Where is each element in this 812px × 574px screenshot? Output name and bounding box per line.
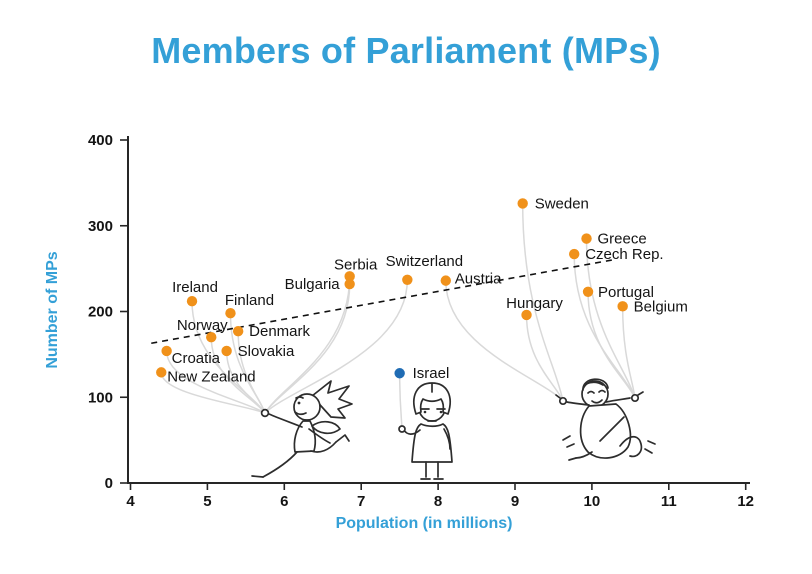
data-point-slovakia: [221, 345, 232, 357]
jumping-child-illustration: [555, 378, 656, 461]
data-point-greece: [581, 233, 592, 244]
data-point-switzerland: [402, 274, 413, 285]
balloon-string-greece: [585, 238, 636, 399]
data-point-serbia: [344, 271, 355, 282]
balloon-string-denmark: [237, 331, 266, 414]
jumper-hair: [582, 378, 609, 391]
runner-front-arm: [268, 413, 303, 428]
data-point-new-zealand: [156, 367, 167, 378]
country-label-hungary: Hungary: [506, 295, 563, 312]
jumper-right-hand: [630, 393, 640, 403]
data-point-croatia: [161, 345, 172, 357]
runner-front-leg: [262, 451, 298, 478]
data-point-denmark: [232, 326, 244, 337]
x-tick-label: 6: [280, 493, 288, 510]
balloon-string-switzerland: [264, 279, 409, 414]
data-points-layer: [156, 198, 628, 379]
y-tick-label: 300: [88, 218, 113, 235]
country-label-czech-rep: Czech Rep.: [585, 246, 663, 263]
y-tick-label: 200: [88, 304, 113, 321]
x-tick-label: 12: [737, 493, 754, 510]
data-point-norway: [206, 332, 217, 343]
jumper-right-arm: [605, 397, 631, 403]
running-child-illustration: [251, 380, 353, 478]
country-label-belgium: Belgium: [634, 298, 688, 315]
country-label-norway: Norway: [177, 317, 228, 334]
country-label-new-zealand: New Zealand: [167, 368, 255, 385]
data-point-portugal: [582, 286, 594, 297]
country-label-croatia: Croatia: [172, 350, 221, 367]
runner-back-leg: [310, 441, 337, 453]
x-tick-label: 9: [511, 493, 519, 510]
jumper-tucked-leg: [575, 451, 593, 459]
y-tick-label: 100: [88, 389, 113, 406]
balloon-string-israel: [398, 373, 403, 430]
x-tick-label: 8: [434, 493, 442, 510]
y-axis-title: Number of MPs: [44, 251, 61, 368]
x-tick-label: 7: [357, 493, 365, 510]
girl-dress: [411, 423, 453, 463]
country-label-ireland: Ireland: [172, 279, 218, 296]
axes-layer: 4 5 6 7 8 9 10 11 12 0 100 200 300 400: [88, 132, 754, 510]
balloon-string-croatia: [165, 350, 266, 414]
balloon-string-belgium: [621, 306, 636, 399]
country-label-portugal: Portugal: [598, 284, 654, 301]
data-point-sweden: [517, 198, 528, 209]
data-point-austria: [440, 275, 451, 286]
data-point-hungary: [521, 309, 532, 321]
country-label-bulgaria: Bulgaria: [285, 276, 341, 293]
jumper-bent-leg: [619, 435, 643, 458]
data-point-belgium: [617, 301, 628, 312]
x-tick-label: 4: [126, 493, 135, 510]
country-label-denmark: Denmark: [249, 323, 310, 340]
data-point-israel: [394, 368, 405, 379]
country-label-finland: Finland: [225, 292, 274, 309]
x-axis-title: Population (in millions): [336, 515, 513, 532]
data-point-bulgaria: [344, 278, 355, 290]
data-point-czech-rep: [569, 248, 580, 260]
country-label-serbia: Serbia: [334, 256, 378, 273]
runner-hair: [311, 380, 353, 419]
balloon-string-hungary: [525, 314, 564, 402]
girl-hand: [398, 425, 406, 433]
country-label-austria: Austria: [455, 271, 502, 288]
girl-side-arm: [443, 428, 451, 450]
balloon-string-austria: [445, 280, 564, 402]
jumper-left-arm: [566, 401, 590, 406]
x-tick-label: 11: [661, 493, 677, 510]
y-tick-label: 400: [88, 132, 113, 149]
country-label-switzerland: Switzerland: [386, 253, 464, 270]
runner-hand: [260, 408, 270, 418]
jumper-left-hand: [558, 396, 568, 406]
page-title: Members of Parliament (MPs): [151, 30, 661, 71]
data-point-finland: [225, 308, 236, 319]
trend-line: [151, 258, 617, 345]
standing-girl-illustration: [398, 382, 453, 480]
x-tick-label: 5: [203, 493, 211, 510]
data-point-ireland: [186, 296, 198, 307]
country-label-sweden: Sweden: [535, 195, 589, 212]
country-label-slovakia: Slovakia: [238, 343, 295, 360]
jumper-body: [579, 403, 632, 459]
balloon-string-sweden: [521, 203, 564, 402]
runner-back-arm: [308, 428, 331, 444]
trend-line-layer: [151, 258, 617, 345]
balloon-string-portugal: [587, 291, 636, 399]
balloon-string-serbia: [264, 276, 351, 414]
balloon-string-slovakia: [225, 350, 266, 414]
x-tick-label: 10: [584, 493, 601, 510]
balloon-string-new-zealand: [160, 372, 266, 414]
runner-kerchief: [311, 420, 341, 435]
y-tick-label: 0: [105, 475, 113, 492]
country-label-israel: Israel: [413, 365, 450, 382]
country-label-greece: Greece: [598, 231, 647, 248]
girl-hair: [413, 382, 451, 415]
